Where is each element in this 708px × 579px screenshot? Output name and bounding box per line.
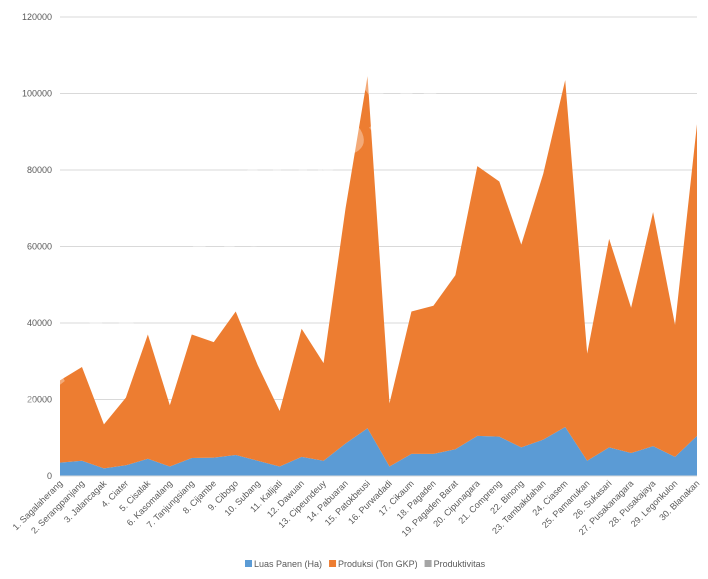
- y-tick-label: 20000: [27, 395, 52, 405]
- legend-label: Produktivitas: [434, 559, 486, 569]
- area: [60, 76, 697, 469]
- y-tick-label: 80000: [27, 165, 52, 175]
- area: [60, 427, 697, 476]
- y-tick-label: 0: [47, 471, 52, 481]
- y-tick-label: 100000: [22, 89, 52, 99]
- legend-swatch: [424, 560, 432, 567]
- y-tick-label: 60000: [27, 242, 52, 252]
- legend-label: Produksi (Ton GKP): [338, 559, 418, 569]
- legend-label: Luas Panen (Ha): [254, 559, 322, 569]
- legend-swatch: [329, 560, 337, 567]
- y-tick-label: 40000: [27, 318, 52, 328]
- y-tick-label: 120000: [22, 12, 52, 22]
- legend-swatch: [245, 560, 252, 567]
